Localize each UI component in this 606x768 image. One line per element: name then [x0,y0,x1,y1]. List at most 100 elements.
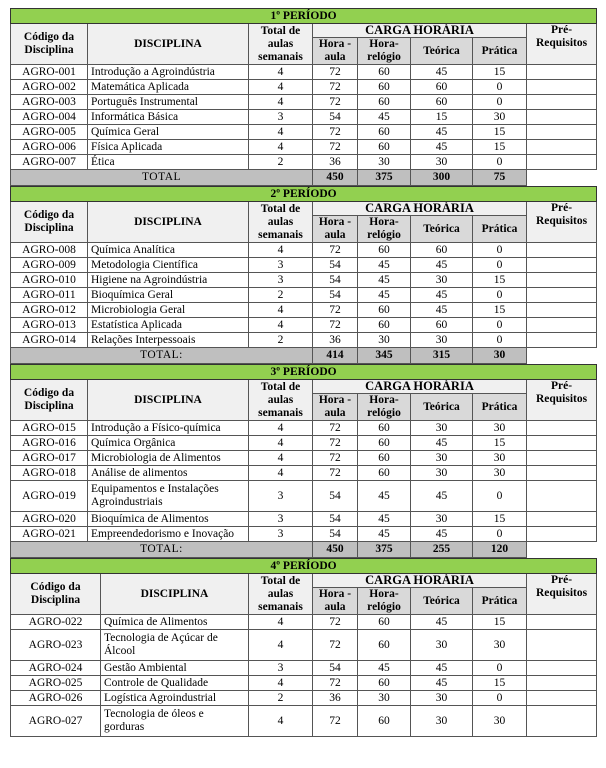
hora-relogio: 60 [357,242,411,258]
table-row: AGRO-004 Informática Básica 3 54 45 15 30 [10,109,598,125]
teorica: 45 [410,675,473,691]
table-row: AGRO-010 Higiene na Agroindústria 3 54 45 30 1… [10,272,598,288]
subheader-row: Hora -aula Hora-relógio Teórica Prática [11,393,597,421]
table-row: AGRO-014 Relações Interpessoais 2 36 30 30 0 [10,332,598,348]
course-code: AGRO-026 [10,690,101,706]
hora-aula: 72 [312,139,358,155]
prereq-cell [525,690,598,706]
course-code: AGRO-023 [10,629,101,661]
hora-aula: 72 [312,420,358,436]
hora-aula: 54 [312,109,358,125]
header-workload: CARGA HORÁRIA [312,379,527,394]
hora-relogio: 60 [357,124,411,140]
course-name: Análise de alimentos [87,465,249,481]
weekly-classes: 3 [248,511,313,527]
pratica: 0 [472,660,527,676]
header-weekly: Total de aulas semanais [248,201,313,243]
course-name: Estatística Aplicada [87,317,249,333]
course-name: Bioquímica Geral [87,287,249,303]
weekly-classes: 4 [248,64,313,80]
total-row: TOTAL: 414 345 315 30 [10,347,597,364]
course-name: Química Geral [87,124,249,140]
pratica: 15 [472,435,527,451]
table-row: AGRO-020 Bioquímica de Alimentos 3 54 45 30 15 [10,511,598,527]
prereq-cell [525,511,598,527]
period-title: 1º PERÍODO [9,8,598,24]
total-row: TOTAL 450 375 300 75 [10,169,597,186]
header-prereq: Pré-Requisitos [525,379,598,421]
hora-aula: 54 [312,272,358,288]
table-row: AGRO-006 Física Aplicada 4 72 60 45 15 [10,139,598,155]
pratica: 0 [472,287,527,303]
total-teorica: 300 [410,169,473,186]
pratica: 15 [472,64,527,80]
table-row: AGRO-026 Logística Agroindustrial 2 36 30 30 0 [10,690,598,706]
course-code: AGRO-013 [10,317,88,333]
hora-aula: 72 [312,450,358,466]
weekly-classes: 4 [248,614,313,630]
hora-relogio: 45 [357,109,411,125]
course-name: Higiene na Agroindústria [87,272,249,288]
prereq-cell [525,526,598,542]
prereq-cell [525,614,598,630]
course-code: AGRO-012 [10,302,88,318]
course-name: Empreendedorismo e Inovação [87,526,249,542]
weekly-classes: 4 [248,79,313,95]
header-prereq: Pré-Requisitos [525,23,598,65]
prereq-cell [525,450,598,466]
hora-aula: 54 [312,660,358,676]
course-code: AGRO-020 [10,511,88,527]
period-title-row: 2º PERÍODO [9,186,598,202]
header-weekly: Total de aulas semanais [248,23,313,65]
prereq-cell [525,287,598,303]
teorica: 45 [410,64,473,80]
teorica: 30 [410,465,473,481]
teorica: 30 [410,332,473,348]
total-teorica: 255 [410,541,473,558]
subheader-row: Hora -aula Hora-relógio Teórica Prática [11,37,597,65]
prereq-cell [525,629,598,661]
table-row: AGRO-008 Química Analítica 4 72 60 60 0 [10,242,598,258]
header-teorica: Teórica [410,37,473,65]
prereq-cell [525,435,598,451]
table-row: AGRO-001 Introdução a Agroindústria 4 72 60 4… [10,64,598,80]
weekly-classes: 4 [248,420,313,436]
teorica: 60 [410,242,473,258]
pratica: 30 [472,629,527,661]
weekly-classes: 2 [248,287,313,303]
teorica: 45 [410,526,473,542]
teorica: 45 [410,287,473,303]
hora-aula: 72 [312,629,358,661]
hora-relogio: 60 [357,64,411,80]
header-discipline: DISCIPLINA [87,23,249,65]
table-row: AGRO-015 Introdução a Físico-química 4 72 60… [10,420,598,436]
teorica: 15 [410,109,473,125]
hora-relogio: 60 [357,302,411,318]
course-name: Microbiologia Geral [87,302,249,318]
course-name: Química de Alimentos [100,614,249,630]
prereq-cell [525,480,598,512]
header-teorica: Teórica [410,393,473,421]
header-row: Código da Disciplina DISCIPLINA Total de a… [10,201,598,243]
weekly-classes: 4 [248,124,313,140]
prereq-cell [525,257,598,273]
total-blank [526,541,597,558]
course-code: AGRO-002 [10,79,88,95]
header-code: Código da Disciplina [10,23,88,65]
table-row: AGRO-025 Controle de Qualidade 4 72 60 45 15 [10,675,598,691]
hora-relogio: 45 [357,287,411,303]
header-hora-relogio: Hora-relógio [357,393,411,421]
prereq-cell [525,272,598,288]
header-workload: CARGA HORÁRIA [312,201,527,216]
period-title: 3º PERÍODO [9,364,598,380]
weekly-classes: 4 [248,94,313,110]
hora-aula: 72 [312,435,358,451]
course-name: Introdução a Físico-química [87,420,249,436]
hora-relogio: 60 [357,79,411,95]
pratica: 15 [472,511,527,527]
table-row: AGRO-007 Ética 2 36 30 30 0 [10,154,598,170]
header-weekly: Total de aulas semanais [248,379,313,421]
header-discipline: DISCIPLINA [100,573,249,615]
weekly-classes: 4 [248,465,313,481]
course-name: Equipamentos e Instalações Agroindustria… [87,480,249,512]
